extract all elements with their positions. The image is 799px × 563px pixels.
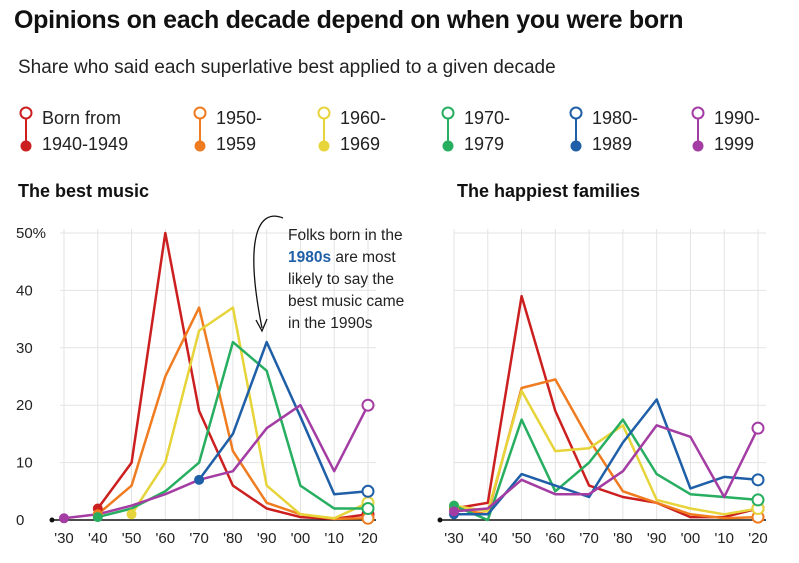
x-tick-label: '40: [478, 530, 498, 547]
series-end-point: [361, 398, 375, 412]
legend-label: 1970- 1979: [464, 108, 511, 154]
legend-label: 1960- 1969: [340, 108, 387, 154]
annotation-arrowhead: [255, 318, 268, 333]
series-end-point: [751, 473, 765, 487]
y-tick-label: 0: [16, 512, 24, 529]
annotation-arrow: [253, 215, 284, 329]
y-tick-label: 30: [16, 340, 33, 357]
legend-marker-icon: [193, 106, 207, 152]
series-start-point: [194, 474, 205, 485]
y-tick-label: 40: [16, 282, 33, 299]
series-start-point: [126, 509, 137, 520]
series-line: [63, 403, 370, 520]
annotation-line1: Folks born in the: [288, 227, 403, 244]
axis-origin-dot: [437, 517, 443, 523]
series-start-point: [449, 506, 459, 517]
legend-marker-icon: [441, 106, 455, 152]
series-line: [453, 424, 760, 513]
legend-label: 1950- 1959: [216, 108, 263, 154]
series-start-point: [59, 513, 69, 524]
x-tick-label: '10: [714, 530, 734, 547]
y-tick-label: 20: [16, 397, 33, 414]
legend-label: 1980- 1989: [592, 108, 639, 154]
x-tick-label: '90: [647, 530, 667, 547]
x-tick-label: '60: [156, 530, 176, 547]
x-tick-label: '20: [748, 530, 768, 547]
annotation-line5: in the 1990s: [288, 315, 373, 332]
legend-label: 1990- 1999: [714, 108, 761, 154]
annotation-line2: 1980s are most: [288, 247, 438, 269]
annotation-line4: best music came: [288, 293, 405, 310]
legend-label: Born from 1940-1949: [42, 108, 129, 154]
annotation-highlight: 1980s: [288, 249, 332, 266]
x-tick-label: '50: [122, 530, 142, 547]
legend-marker-icon: [569, 106, 583, 152]
annotation-line2-rest: are most: [331, 249, 396, 266]
x-tick-label: '00: [681, 530, 701, 547]
x-tick-label: '80: [223, 530, 243, 547]
series-end-point: [751, 493, 765, 507]
series-start-point: [92, 512, 103, 523]
y-tick-label: 50%: [16, 225, 46, 242]
page-subtitle: Share who said each superlative best app…: [18, 57, 556, 78]
series-end-point: [361, 484, 375, 498]
axis-origin-dot: [49, 517, 55, 523]
series-line: [130, 306, 369, 520]
x-tick-label: '70: [579, 530, 599, 547]
x-tick-label: '40: [88, 530, 108, 547]
x-tick-label: '10: [324, 530, 344, 547]
x-tick-label: '50: [512, 530, 532, 547]
annotation-line3: likely to say the: [288, 271, 394, 288]
x-tick-label: '80: [613, 530, 633, 547]
x-tick-label: '20: [358, 530, 378, 547]
series-line: [453, 418, 759, 522]
y-tick-label: 10: [16, 455, 33, 472]
series-line: [453, 389, 759, 516]
x-tick-label: '30: [444, 530, 464, 547]
x-tick-label: '00: [291, 530, 311, 547]
x-tick-label: '60: [546, 530, 566, 547]
chart-title-families: The happiest families: [457, 181, 641, 201]
x-tick-label: '70: [189, 530, 209, 547]
series-end-point: [751, 421, 765, 435]
legend-marker-icon: [19, 106, 33, 152]
chart-title-music: The best music: [18, 181, 150, 201]
series-line: [198, 340, 369, 496]
legend-marker-icon: [317, 106, 331, 152]
series-end-point: [361, 502, 375, 516]
x-tick-label: '90: [257, 530, 277, 547]
page-title: Opinions on each decade depend on when y…: [14, 6, 684, 34]
annotation-text: Folks born in the 1980s are most likely …: [288, 225, 438, 335]
legend: Born from 1940-1949 1950- 1959 1960- 1969 1…: [16, 104, 796, 160]
x-tick-label: '30: [54, 530, 74, 547]
legend-marker-icon: [691, 106, 705, 152]
